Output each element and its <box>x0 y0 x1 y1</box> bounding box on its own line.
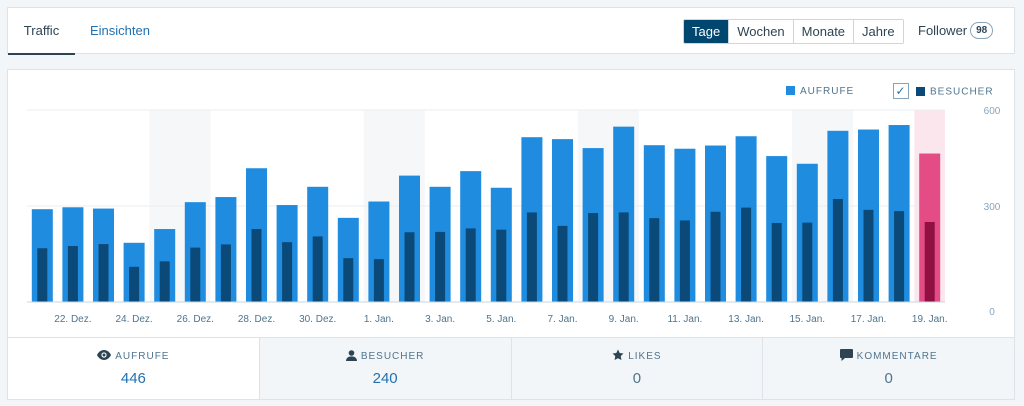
besucher-bar <box>129 266 140 302</box>
stat-aufrufe-value: 446 <box>120 370 146 387</box>
besucher-bar <box>894 211 905 302</box>
besucher-bar <box>649 218 660 302</box>
person-icon <box>345 350 357 361</box>
besucher-bar <box>37 248 48 302</box>
besucher-bar <box>220 244 231 302</box>
besucher-bar <box>771 222 782 302</box>
stats-summary: AUFRUFE 446 BESUCHER 240 LIKES 0 KOMMENT… <box>8 337 1014 399</box>
x-tick-label: 22. Dez. <box>54 314 91 325</box>
besucher-bar <box>465 228 476 302</box>
y-tick-label: 300 <box>984 202 1001 213</box>
x-tick-label: 24. Dez. <box>115 314 152 325</box>
besucher-bar <box>618 212 629 302</box>
besucher-bar <box>435 231 446 302</box>
besucher-bar <box>159 261 170 302</box>
follower-count-badge: 98 <box>970 22 994 40</box>
stat-tab-aufrufe[interactable]: AUFRUFE 446 <box>8 338 259 399</box>
besucher-bar <box>710 211 721 302</box>
x-tick-label: 9. Jan. <box>609 314 639 325</box>
stat-kommentare-text: KOMMENTARE <box>856 351 938 362</box>
period-selector: Tage Wochen Monate Jahre <box>683 19 904 44</box>
y-tick-label: 0 <box>989 307 995 318</box>
period-months-button[interactable]: Monate <box>792 20 854 43</box>
stat-tab-kommentare[interactable]: KOMMENTARE 0 <box>762 338 1014 399</box>
besucher-bar <box>373 259 384 302</box>
eye-icon <box>97 350 112 361</box>
stat-tab-besucher[interactable]: BESUCHER 240 <box>258 338 511 399</box>
stat-aufrufe-label: AUFRUFE <box>8 350 259 364</box>
stat-likes-value: 0 <box>632 370 642 387</box>
stat-kommentare-value: 0 <box>884 370 893 387</box>
besucher-bar <box>312 236 323 302</box>
besucher-bar <box>190 247 201 302</box>
x-tick-label: 1. Jan. <box>364 314 394 325</box>
traffic-bar-chart: 600 300 0 22. Dez. 24. Dez. 26. Dez. 28. Dez. 3… <box>27 106 1001 325</box>
besucher-bar <box>863 209 874 302</box>
x-tick-label: 11. Jan. <box>667 314 702 325</box>
besucher-bar <box>557 225 568 302</box>
besucher-bar <box>282 242 293 302</box>
legend-aufrufe-swatch <box>786 85 795 95</box>
period-weeks-button[interactable]: Wochen <box>728 20 793 43</box>
aufrufe-bar <box>368 201 390 302</box>
x-tick-label: 3. Jan. <box>425 314 455 325</box>
besucher-bar <box>526 212 537 302</box>
x-tick-label: 30. Dez. <box>299 314 336 325</box>
besucher-bar <box>924 222 935 302</box>
aufrufe-bar <box>552 139 573 302</box>
x-tick-label: 17. Jan. <box>851 314 887 325</box>
stats-navigation: Traffic Einsichten Tage Wochen Monate Ja… <box>7 7 1015 55</box>
stat-besucher-text: BESUCHER <box>360 351 425 362</box>
comment-icon <box>839 349 853 362</box>
follower-label: Follower <box>918 23 968 38</box>
legend-besucher-swatch <box>916 86 925 96</box>
stat-tab-likes[interactable]: LIKES 0 <box>510 338 763 399</box>
legend-aufrufe-label: AUFRUFE <box>800 86 855 97</box>
follower-link[interactable]: Follower 98 <box>918 8 994 55</box>
x-tick-label: 7. Jan. <box>547 314 577 325</box>
x-tick-label: 15. Jan. <box>790 314 826 325</box>
chart-card: 600 300 0 22. Dez. 24. Dez. 26. Dez. 28. Dez. 3… <box>7 69 1015 400</box>
tab-insights[interactable]: Einsichten <box>90 23 150 38</box>
besucher-bar <box>98 244 109 302</box>
besucher-bar <box>496 229 507 302</box>
stat-likes-text: LIKES <box>628 351 662 362</box>
besucher-bar <box>741 207 752 302</box>
period-years-button[interactable]: Jahre <box>853 20 903 43</box>
stat-besucher-label: BESUCHER <box>260 350 511 364</box>
x-tick-label: 13. Jan. <box>728 314 764 325</box>
legend-besucher: ✓ BESUCHER <box>893 83 994 100</box>
besucher-toggle-checkbox[interactable]: ✓ <box>893 83 909 99</box>
stat-aufrufe-text: AUFRUFE <box>115 351 170 362</box>
legend-aufrufe: AUFRUFE <box>786 84 854 100</box>
x-tick-label: 26. Dez. <box>177 314 214 325</box>
besucher-bar <box>404 232 415 302</box>
legend-besucher-label: BESUCHER <box>930 86 994 98</box>
x-tick-label: 19. Jan. <box>912 314 948 325</box>
x-tick-label: 5. Jan. <box>486 314 516 325</box>
besucher-bar <box>588 213 599 302</box>
besucher-bar <box>679 220 690 302</box>
star-icon <box>612 349 624 361</box>
y-tick-label: 600 <box>984 106 1001 117</box>
stat-likes-label: LIKES <box>512 349 763 364</box>
besucher-bar <box>67 246 78 302</box>
besucher-bar <box>343 258 354 302</box>
stat-besucher-value: 240 <box>372 370 398 387</box>
besucher-bar <box>802 222 813 302</box>
besucher-bar <box>832 198 843 302</box>
period-days-button[interactable]: Tage <box>684 20 729 43</box>
tab-traffic[interactable]: Traffic <box>8 8 75 55</box>
stat-kommentare-label: KOMMENTARE <box>763 349 1014 364</box>
besucher-bar <box>251 229 262 302</box>
x-tick-label: 28. Dez. <box>238 314 275 325</box>
